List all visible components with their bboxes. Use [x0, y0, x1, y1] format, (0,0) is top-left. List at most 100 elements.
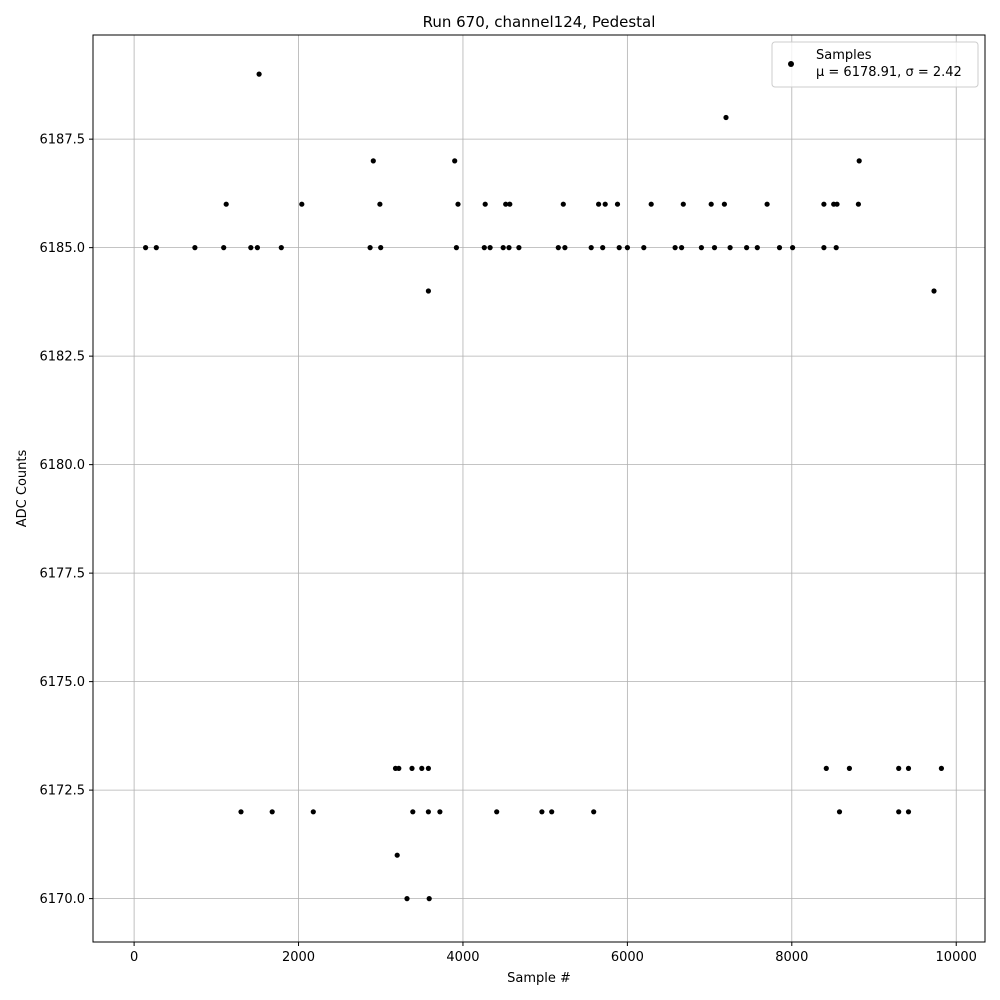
- data-point: [680, 201, 686, 207]
- y-tick-label: 6172.5: [40, 784, 86, 799]
- data-point: [938, 765, 945, 772]
- data-point: [624, 245, 631, 251]
- data-point: [591, 809, 597, 815]
- data-point: [614, 201, 621, 207]
- data-points: [143, 71, 945, 902]
- data-point: [672, 245, 678, 251]
- data-point: [487, 245, 493, 251]
- data-point: [723, 114, 729, 121]
- y-tick-label: 6170.0: [40, 892, 86, 907]
- data-point: [409, 765, 415, 772]
- data-point: [377, 201, 383, 207]
- data-point: [254, 245, 260, 251]
- grid-lines: [93, 35, 985, 942]
- y-tick-label: 6185.0: [40, 241, 86, 256]
- x-tick-label: 4000: [446, 950, 479, 965]
- data-point: [482, 201, 488, 207]
- y-tick-label: 6175.0: [40, 675, 86, 690]
- legend: Samples μ = 6178.91, σ = 2.42: [771, 41, 979, 88]
- y-tick-label: 6182.5: [40, 350, 86, 365]
- data-point: [856, 158, 862, 164]
- data-point: [410, 809, 416, 815]
- data-point: [192, 245, 198, 251]
- data-point: [278, 245, 284, 251]
- data-point: [602, 201, 608, 207]
- data-point: [269, 809, 275, 815]
- data-point: [555, 245, 561, 251]
- data-point: [931, 288, 937, 294]
- y-axis-label: ADC Counts: [15, 450, 30, 528]
- data-point: [396, 765, 402, 772]
- data-point: [425, 765, 431, 772]
- data-point: [711, 245, 718, 251]
- data-point: [560, 201, 566, 207]
- data-point: [708, 201, 714, 207]
- data-point: [905, 809, 912, 815]
- data-point: [821, 245, 827, 251]
- data-point: [404, 896, 410, 902]
- data-point: [823, 765, 829, 772]
- data-point: [425, 809, 431, 815]
- data-point: [727, 245, 733, 251]
- x-tick-label: 6000: [611, 950, 644, 965]
- data-point: [453, 245, 459, 251]
- data-point: [600, 245, 606, 251]
- data-point: [834, 201, 840, 207]
- data-point: [679, 245, 685, 251]
- data-point: [539, 809, 545, 815]
- data-point: [506, 245, 512, 251]
- data-point: [367, 245, 373, 251]
- data-point: [855, 201, 862, 207]
- data-point: [833, 245, 839, 251]
- data-point: [256, 71, 262, 77]
- chart-title: Run 670, channel124, Pedestal: [423, 13, 656, 31]
- data-point: [143, 245, 149, 251]
- data-point: [764, 201, 770, 207]
- data-point: [744, 245, 750, 251]
- data-point: [596, 201, 602, 207]
- data-point: [370, 158, 376, 164]
- data-point: [821, 201, 827, 207]
- data-point: [503, 201, 509, 207]
- x-tick-label: 10000: [936, 950, 977, 965]
- data-point: [905, 765, 912, 772]
- data-point: [641, 245, 647, 251]
- data-point: [516, 245, 522, 251]
- data-point: [310, 809, 316, 815]
- data-point: [425, 288, 431, 294]
- data-point: [248, 245, 254, 251]
- data-point: [776, 245, 783, 251]
- data-point: [896, 809, 902, 815]
- data-point: [754, 245, 760, 251]
- data-point: [616, 245, 622, 251]
- data-point: [299, 201, 305, 207]
- data-point: [562, 245, 568, 251]
- data-point: [896, 765, 902, 772]
- plot-area-frame: [92, 34, 986, 943]
- legend-box: [771, 41, 979, 88]
- x-tick-label: 0: [130, 950, 138, 965]
- data-point: [452, 158, 458, 164]
- data-point: [500, 245, 506, 251]
- data-point: [790, 245, 796, 251]
- data-point: [721, 201, 728, 207]
- data-point: [419, 765, 425, 772]
- y-tick-label: 6187.5: [40, 133, 86, 148]
- data-point: [846, 765, 853, 772]
- data-point: [588, 245, 594, 251]
- x-tick-label: 2000: [282, 950, 315, 965]
- y-tick-label: 6177.5: [40, 567, 86, 582]
- data-point: [648, 201, 654, 207]
- data-point: [836, 809, 843, 815]
- data-point: [549, 809, 555, 815]
- data-point: [437, 809, 443, 815]
- y-tick-label: 6180.0: [40, 458, 86, 473]
- data-point: [481, 245, 487, 251]
- data-point: [223, 201, 229, 207]
- data-point: [238, 809, 244, 815]
- data-point: [394, 852, 400, 858]
- axis-ticks: 0 2000 4000 6000 8000 10000 6170.0 6172.5 6175.0…: [40, 133, 977, 965]
- data-point: [221, 245, 227, 251]
- legend-marker: [788, 61, 794, 67]
